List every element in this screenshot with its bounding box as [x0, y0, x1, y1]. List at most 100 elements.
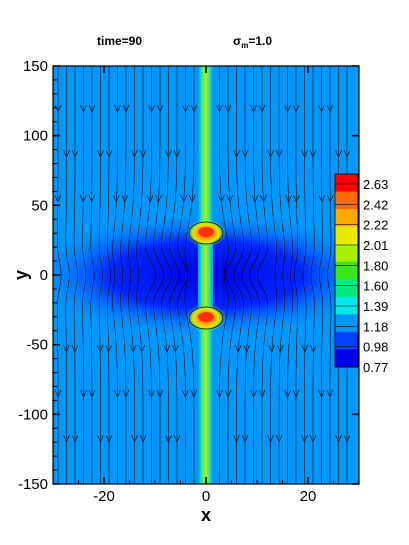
- streamline: [233, 66, 245, 484]
- colorbar-swatch: [335, 314, 358, 333]
- streamline-arrow: [190, 389, 198, 398]
- streamline: [249, 66, 261, 484]
- streamline-arrow: [318, 194, 326, 203]
- current-sheet-jet: [198, 66, 213, 484]
- streamline: [161, 66, 173, 484]
- title-time: time=90: [97, 34, 142, 48]
- streamline-arrow: [309, 149, 317, 158]
- y-axis: 150 100 50 0 -50 -100 -150: [18, 58, 359, 493]
- streamline-arrow: [327, 194, 334, 203]
- streamline-arrow: [54, 389, 62, 398]
- streamline-arrow: [275, 149, 283, 158]
- streamline-arrow: [122, 389, 130, 398]
- streamline: [73, 66, 78, 484]
- streamline-arrow: [343, 434, 351, 443]
- streamline-arrow: [267, 434, 274, 443]
- streamline-arrow: [138, 344, 145, 353]
- streamline: [145, 66, 157, 484]
- y-tick-label: 50: [31, 197, 48, 214]
- streamline: [169, 66, 180, 484]
- streamline-arrow: [172, 344, 179, 353]
- streamline-arrow: [293, 194, 300, 203]
- streamline-arrow: [63, 434, 70, 443]
- streamline-arrow: [216, 389, 223, 398]
- colorbar-swatch: [335, 191, 358, 210]
- streamline: [184, 66, 195, 484]
- streamline-arrow: [267, 149, 274, 158]
- streamline-arrow: [113, 194, 120, 203]
- streamline: [287, 66, 294, 484]
- hotspot-lower-core: [198, 312, 214, 322]
- colorbar-swatch: [335, 244, 358, 263]
- streamline-arrow: [241, 434, 249, 443]
- streamlines: [54, 66, 351, 484]
- streamline-arrow: [233, 434, 240, 443]
- streamline-arrow: [182, 104, 189, 113]
- colorbar-label: 0.98: [363, 340, 388, 355]
- y-tick-label: -100: [18, 406, 48, 423]
- streamline-arrow: [80, 104, 87, 113]
- streamline-arrow: [284, 104, 291, 113]
- streamline-arrow: [148, 104, 155, 113]
- x-tick-label: 0: [202, 488, 210, 505]
- streamline-arrow: [218, 194, 225, 203]
- y-axis-label: y: [11, 270, 31, 280]
- y-tick-label: -150: [18, 476, 48, 493]
- streamline-arrow: [105, 344, 112, 353]
- streamline-arrow: [335, 149, 342, 158]
- streamline-arrow: [260, 194, 267, 203]
- hotspot-upper-core: [198, 227, 214, 237]
- streamline-arrow: [233, 149, 240, 158]
- heatmap-plot-area: [53, 66, 359, 484]
- streamline-arrow: [156, 389, 164, 398]
- streamline: [107, 66, 111, 484]
- streamline: [98, 66, 103, 484]
- streamline-arrow: [285, 194, 292, 203]
- streamline-arrow: [301, 434, 308, 443]
- x-tick-label: 20: [300, 488, 317, 505]
- streamline-arrow: [318, 389, 325, 398]
- streamline-arrow: [121, 194, 129, 203]
- colorbar-swatch: [335, 349, 358, 368]
- streamline: [225, 66, 236, 484]
- streamline: [327, 66, 332, 484]
- streamline-arrow: [226, 194, 234, 203]
- streamline-arrow: [241, 149, 249, 158]
- y-tick-label: 0: [40, 267, 48, 284]
- streamline-arrow: [88, 194, 95, 203]
- streamline-arrow: [79, 194, 87, 203]
- colorbar-swatch: [335, 226, 358, 245]
- streamline-arrow: [80, 389, 87, 398]
- streamline-arrow: [188, 194, 196, 203]
- streamline-arrow: [63, 344, 70, 353]
- streamline-arrow: [97, 149, 104, 158]
- colorbar-swatch: [335, 331, 358, 350]
- streamline-arrow: [156, 104, 164, 113]
- streamline-arrow: [129, 344, 137, 353]
- streamline-arrow: [343, 149, 351, 158]
- streamline-arrow: [182, 389, 189, 398]
- streamline-arrow: [275, 434, 283, 443]
- title-sigma: σm=1.0: [233, 34, 272, 50]
- streamline-arrow: [114, 104, 121, 113]
- streamline-arrow: [326, 104, 334, 113]
- colorbar: 2.63 2.42 2.22 2.01 1.80 1.60 1.39 1.18 0.98 0.77: [334, 173, 388, 375]
- streamline-arrow: [250, 104, 257, 113]
- streamline-arrow: [310, 344, 317, 353]
- colorbar-label: 2.42: [363, 197, 388, 212]
- streamline-arrow: [284, 389, 291, 398]
- streamline-arrow: [173, 149, 181, 158]
- streamline-arrow: [105, 149, 113, 158]
- colorbar-swatch: [335, 174, 358, 193]
- streamline-arrow: [71, 149, 79, 158]
- streamline-arrow: [63, 149, 70, 158]
- streamline: [90, 66, 95, 484]
- colorbar-label: 2.63: [363, 177, 388, 192]
- streamline-arrow: [146, 194, 154, 203]
- streamline-arrow: [122, 104, 130, 113]
- colorbar-label: 1.18: [363, 319, 388, 334]
- streamline-arrow: [88, 389, 96, 398]
- streamline-arrow: [301, 344, 309, 353]
- streamline-arrow: [155, 194, 162, 203]
- colorbar-swatch: [335, 279, 358, 298]
